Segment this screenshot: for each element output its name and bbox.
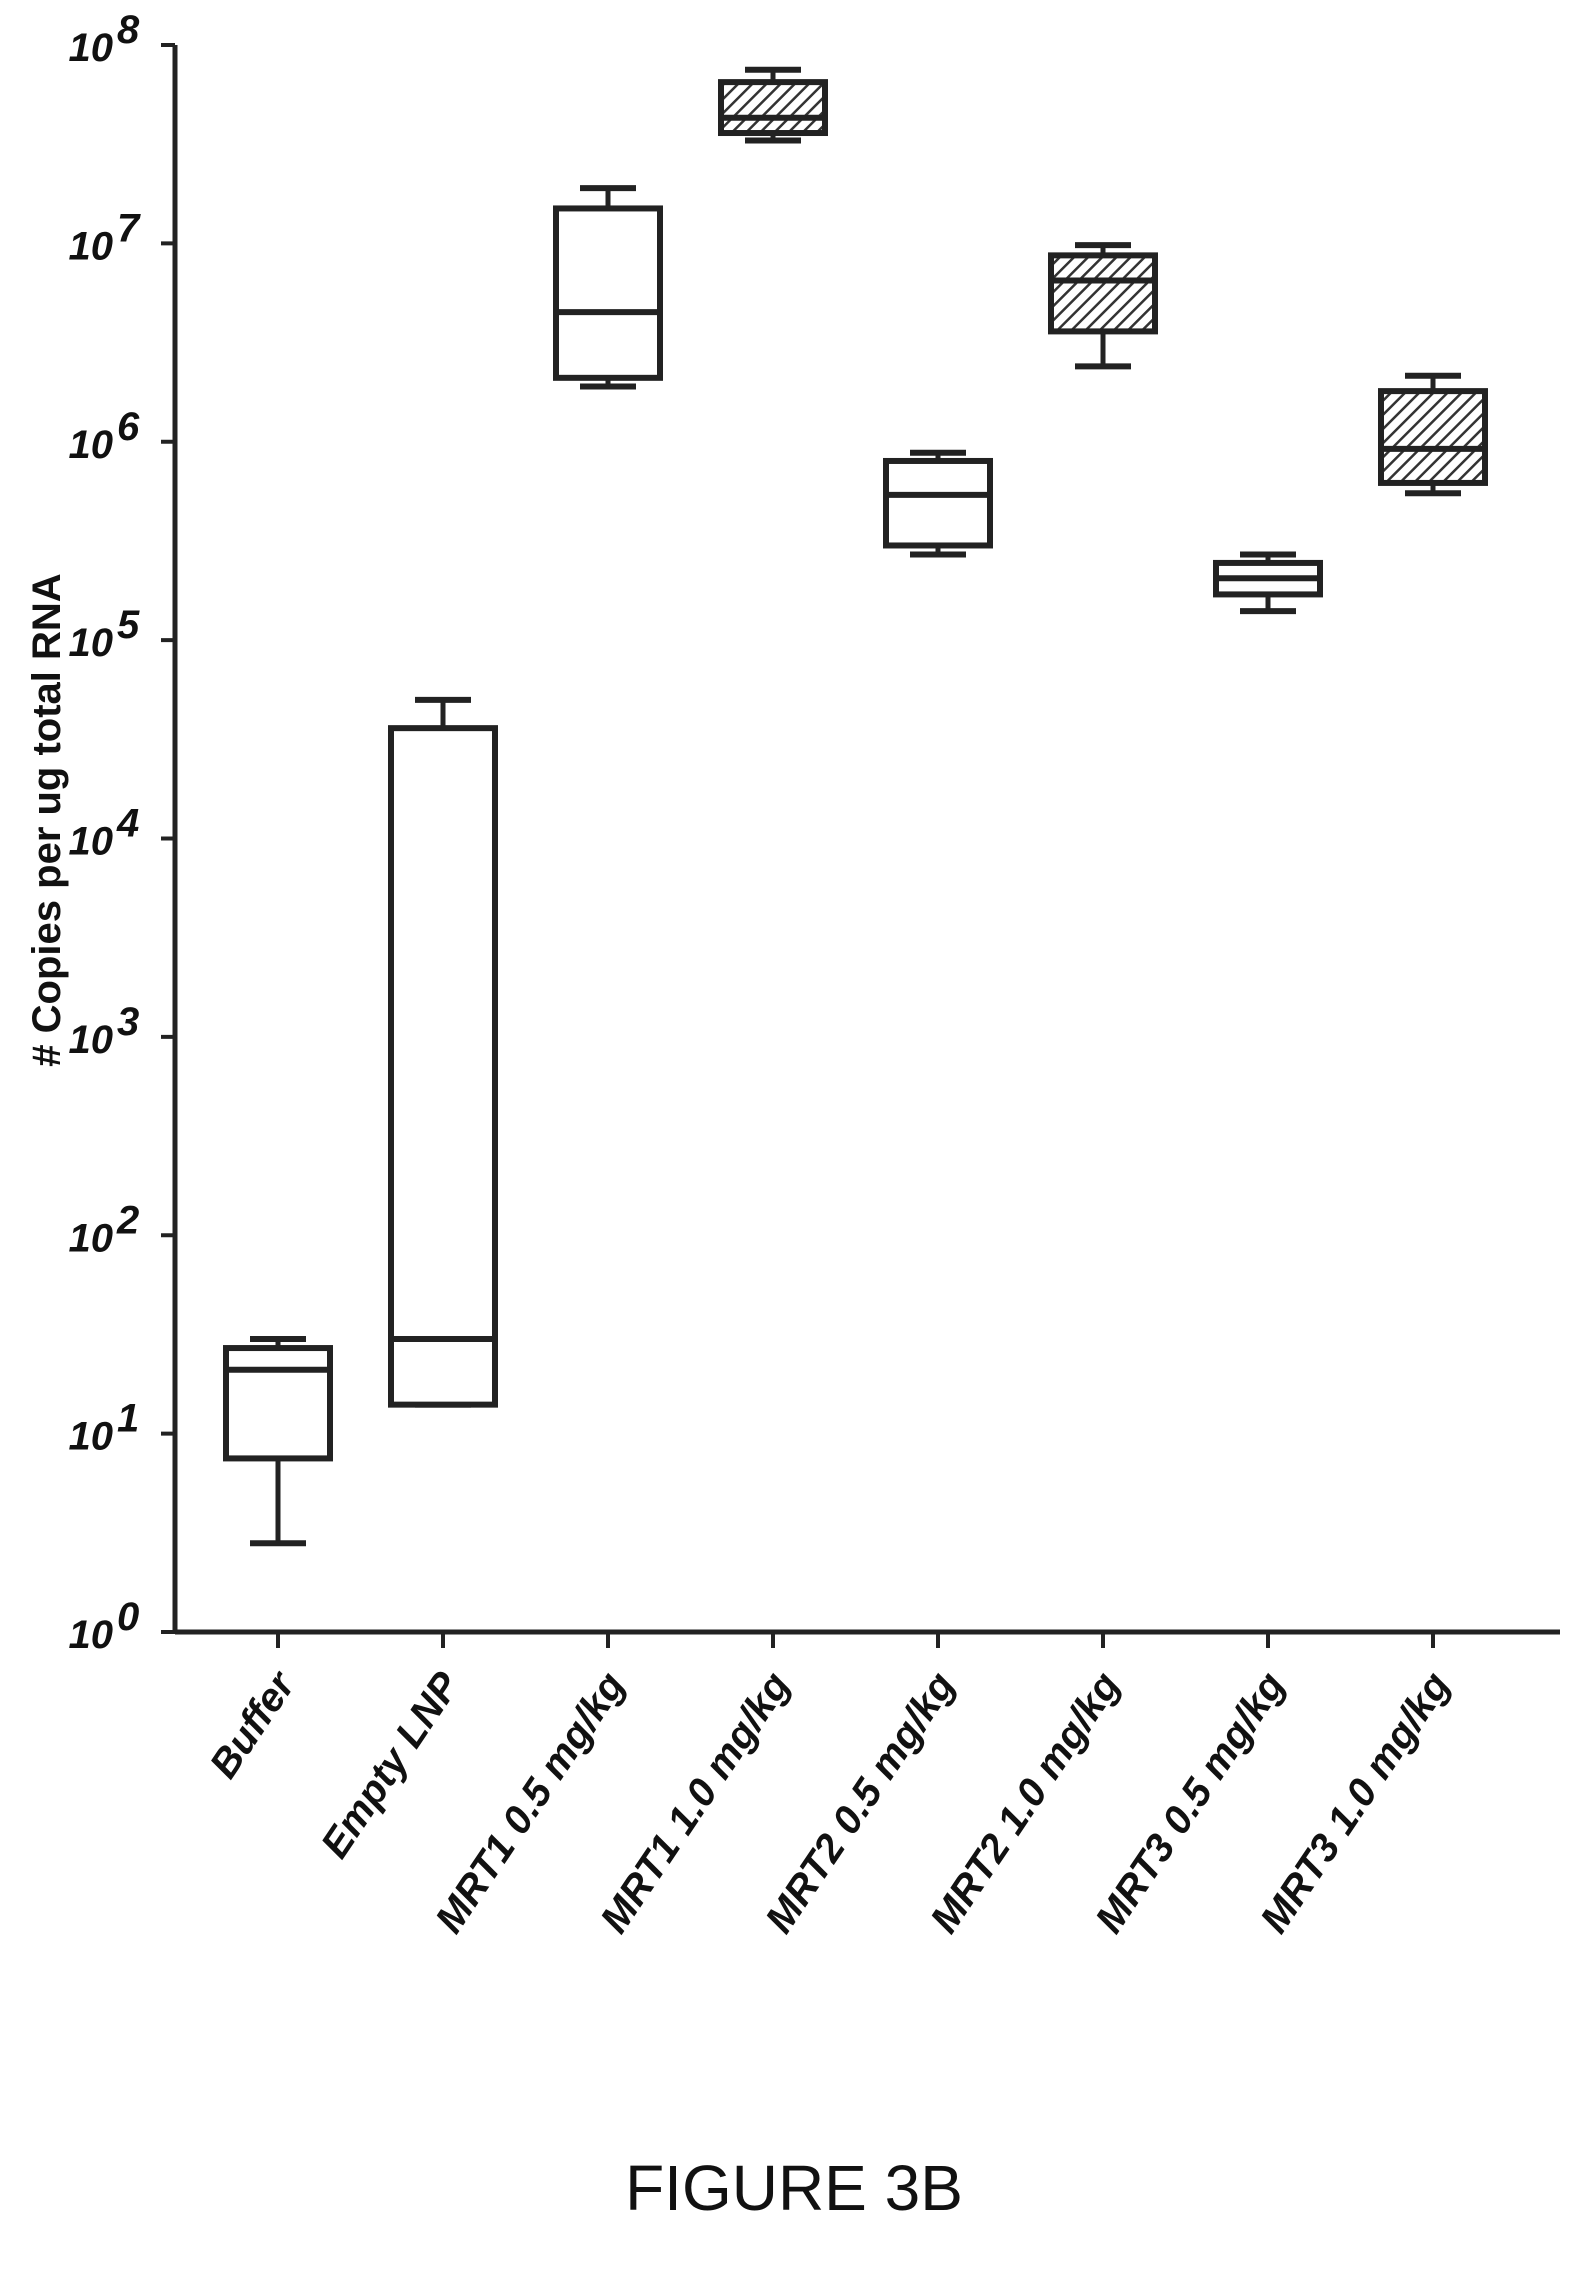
- category-label-0: Buffer: [202, 1662, 305, 1786]
- box-body-5: [1048, 252, 1158, 335]
- y-tick-label-5: 10: [69, 621, 114, 665]
- y-tick-label-0: 10: [69, 1613, 114, 1657]
- category-label-7: MRT3 1.0 mg/kg: [1252, 1664, 1458, 1940]
- y-tick-exponent-4: 4: [116, 802, 139, 846]
- y-tick-exponent-6: 6: [117, 405, 140, 449]
- y-tick-label-3: 10: [69, 1018, 114, 1062]
- y-tick-label-7: 10: [69, 224, 114, 268]
- box-5: [1048, 242, 1158, 370]
- box-1: [388, 696, 498, 1408]
- box-6: [1213, 551, 1323, 615]
- box-body-7: [1378, 388, 1488, 486]
- x-axis-ticks: [276, 1632, 1435, 1648]
- box-body-0: [223, 1345, 333, 1462]
- y-tick-label-8: 10: [69, 26, 114, 70]
- box-4: [883, 449, 993, 558]
- box-series: [223, 66, 1488, 1547]
- box-body-3: [718, 79, 828, 137]
- y-axis-label: # Copies per ug total RNA: [25, 573, 69, 1066]
- y-tick-exponent-2: 2: [116, 1198, 139, 1242]
- y-tick-exponent-1: 1: [117, 1397, 139, 1441]
- y-tick-exponent-3: 3: [117, 1000, 139, 1044]
- figure-caption: FIGURE 3B: [625, 2152, 963, 2224]
- y-tick-label-1: 10: [69, 1415, 114, 1459]
- box-body-4: [883, 457, 993, 549]
- box-0: [223, 1335, 333, 1547]
- y-tick-label-6: 10: [69, 423, 114, 467]
- box-body-2: [553, 205, 663, 381]
- y-tick-exponent-5: 5: [117, 603, 140, 647]
- y-tick-label-2: 10: [69, 1216, 114, 1260]
- y-tick-exponent-0: 0: [117, 1595, 139, 1639]
- box-body-1: [388, 725, 498, 1408]
- y-tick-exponent-7: 7: [117, 206, 141, 250]
- category-label-1: Empty LNP: [313, 1664, 469, 1866]
- box-2: [553, 185, 663, 390]
- y-tick-exponent-8: 8: [117, 8, 140, 52]
- box-7: [1378, 372, 1488, 497]
- y-tick-label-4: 10: [69, 820, 114, 864]
- box-3: [718, 66, 828, 144]
